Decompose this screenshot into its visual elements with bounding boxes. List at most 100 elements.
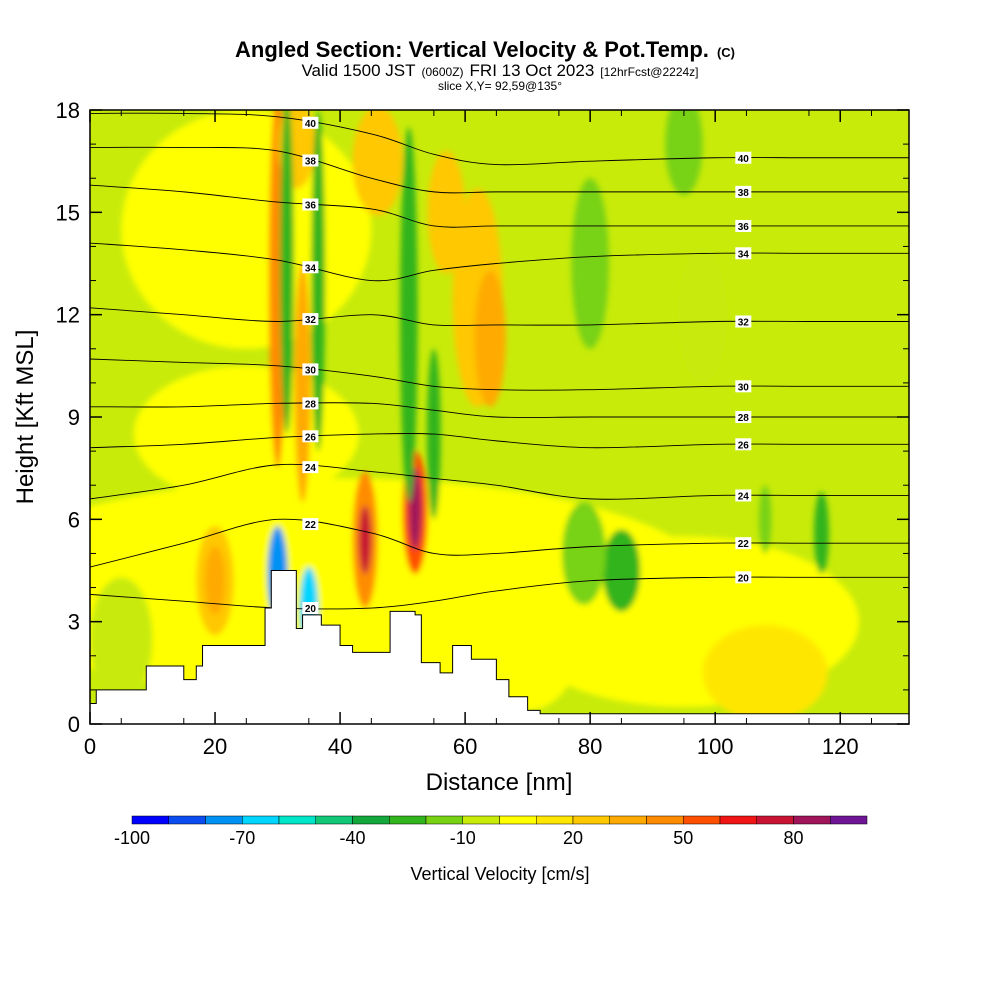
y-axis-label: Height [Kft MSL] [12, 330, 39, 505]
y-tick-label: 12 [56, 303, 80, 328]
theta-label-bg [735, 411, 752, 423]
theta-contour-30 [90, 358, 909, 391]
theta-label-38-1: 38 [305, 156, 317, 167]
theta-contour-24 [90, 463, 909, 500]
theta-label-28-1: 28 [305, 399, 317, 410]
colorbar-swatch [389, 815, 427, 825]
theta-contours [90, 112, 909, 610]
y-tick-label: 6 [68, 507, 80, 532]
theta-contour-labels: 20 20 22 22 24 24 26 26 28 28 30 30 32 32 34 34 36 36 38 38… [302, 116, 752, 615]
theta-contour-40 [90, 112, 909, 166]
theta-label-28-2: 28 [738, 413, 750, 424]
colorbar-swatch [168, 815, 206, 825]
x-tick-label: 120 [822, 734, 859, 759]
colorbar-tick-label: -100 [114, 828, 150, 848]
x-axis-label: Distance [nm] [426, 769, 573, 796]
chart-subtitle: Valid 1500 JST (0600Z) FRI 13 Oct 2023 [12h… [301, 61, 698, 80]
theta-label-32-1: 32 [305, 315, 317, 326]
theta-label-bg [302, 313, 319, 326]
velocity-cell-5 [702, 625, 828, 721]
colorbar-tick-label: 50 [673, 828, 693, 848]
slice-label: slice X,Y= 92,59@135° [438, 79, 562, 93]
x-tick-label: 60 [453, 734, 477, 759]
colorbar-ticks: -100 -70 -40 -10 20 50 80 [114, 828, 804, 848]
colorbar-swatch [315, 815, 353, 825]
velocity-cell-31 [758, 485, 772, 554]
theta-label-40-1: 40 [305, 119, 317, 130]
theta-label-36-1: 36 [305, 200, 317, 211]
theta-label-30-1: 30 [305, 365, 317, 376]
velocity-cell-8 [205, 546, 226, 615]
theta-contour-36 [90, 184, 909, 228]
colorbar-swatch [462, 815, 500, 825]
colorbar-tick-label: -40 [339, 828, 365, 848]
theta-label-24-2: 24 [738, 491, 750, 502]
theta-contour-26 [90, 432, 909, 449]
theta-label-bg [302, 116, 319, 129]
colorbar-swatch [683, 815, 721, 825]
y-tick-label: 0 [68, 712, 80, 737]
theta-label-bg [302, 363, 319, 376]
theta-label-bg [302, 461, 319, 474]
theta-contour-34 [90, 242, 909, 282]
colorbar-swatch [278, 815, 316, 825]
velocity-cell-10 [474, 270, 506, 407]
theta-label-bg [735, 537, 752, 550]
theta-label-bg [735, 219, 752, 232]
theta-label-22-1: 22 [305, 520, 317, 531]
velocity-cell-29 [677, 246, 728, 383]
theta-label-bg [302, 198, 319, 211]
colorbar-swatch [536, 815, 574, 825]
velocity-cell-17 [352, 110, 403, 216]
x-axis: 0 20 40 60 80 100 120 [84, 110, 872, 759]
theta-label-36-2: 36 [738, 222, 750, 233]
theta-label-bg [735, 380, 752, 393]
colorbar-swatch [609, 815, 647, 825]
velocity-cell-26 [571, 178, 609, 349]
velocity-cell-32 [665, 110, 703, 196]
colorbar-swatch [793, 815, 831, 825]
chart-title: Angled Section: Vertical Velocity & Pot.… [235, 37, 735, 62]
colorbar-swatch [719, 815, 757, 825]
colorbar-swatch [205, 815, 243, 825]
theta-contour-28 [90, 402, 909, 418]
colorbar-swatch [425, 815, 463, 825]
theta-label-bg [735, 571, 752, 584]
x-tick-label: 20 [203, 734, 227, 759]
theta-label-24-1: 24 [305, 463, 317, 474]
theta-label-32-2: 32 [738, 317, 750, 328]
theta-label-30-2: 30 [738, 382, 750, 393]
colorbar-tick-label: -10 [450, 828, 476, 848]
theta-contour-38 [90, 146, 909, 194]
theta-label-20-2: 20 [738, 573, 750, 584]
colorbar [131, 815, 868, 825]
theta-label-bg [735, 315, 752, 328]
theta-label-bg [302, 602, 319, 615]
velocity-cell-20 [280, 110, 294, 435]
colorbar-swatch [352, 815, 390, 825]
theta-label-bg [735, 438, 752, 451]
theta-label-bg [735, 185, 752, 198]
velocity-cell-3 [133, 365, 359, 503]
velocity-cell-33 [90, 577, 153, 701]
x-tick-label: 80 [578, 734, 602, 759]
velocity-cell-14 [358, 505, 372, 574]
theta-label-34-1: 34 [305, 263, 317, 274]
velocity-cell-22 [400, 127, 418, 503]
theta-label-38-2: 38 [738, 188, 750, 199]
colorbar-swatch [499, 815, 537, 825]
velocity-cell-28 [562, 502, 606, 605]
colorbar-swatch [242, 815, 280, 825]
y-tick-label: 9 [68, 405, 80, 430]
colorbar-tick-label: -70 [229, 828, 255, 848]
theta-label-bg [302, 518, 319, 531]
velocity-cell-18 [427, 150, 466, 274]
theta-label-26-1: 26 [305, 432, 317, 443]
theta-label-bg [302, 397, 319, 410]
velocity-cell-27 [602, 529, 641, 612]
colorbar-tick-label: 20 [563, 828, 583, 848]
theta-contour-20 [90, 576, 909, 610]
theta-label-22-2: 22 [738, 539, 750, 550]
theta-label-40-2: 40 [738, 154, 750, 165]
